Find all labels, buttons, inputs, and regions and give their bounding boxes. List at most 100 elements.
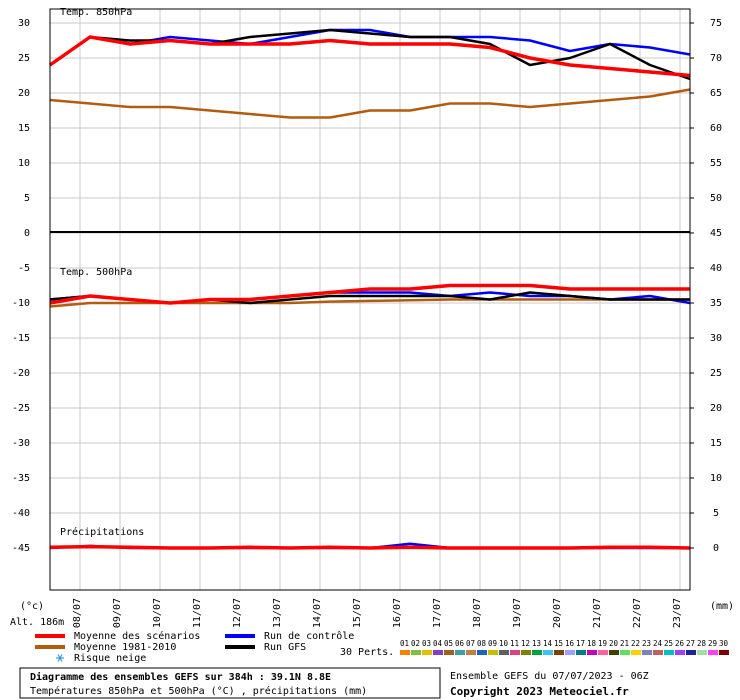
- x-tick-label: 11/07: [192, 598, 203, 628]
- legend-label: Moyenne des scénarios: [74, 630, 200, 642]
- x-tick-label: 12/07: [232, 598, 243, 628]
- legend-label: Moyenne 1981-2010: [74, 642, 176, 653]
- y-axis-unit: (°c): [20, 601, 44, 612]
- y-tick-label: -5: [18, 263, 30, 274]
- member-swatch: [521, 650, 531, 655]
- member-swatch: [411, 650, 421, 655]
- member-label: 13: [532, 639, 541, 648]
- member-label: 11: [510, 639, 519, 648]
- member-swatch: [631, 650, 641, 655]
- x-tick-label: 20/07: [552, 598, 563, 628]
- x-tick-label: 22/07: [632, 598, 643, 628]
- y2-tick-label: 60: [710, 123, 722, 134]
- member-swatch: [609, 650, 619, 655]
- member-swatch: [708, 650, 718, 655]
- legend-label: Run GFS: [264, 642, 306, 653]
- x-tick-label: 19/07: [512, 598, 523, 628]
- y2-tick-label: 20: [710, 403, 722, 414]
- member-label: 21: [620, 639, 629, 648]
- y-tick-label: -40: [12, 508, 30, 519]
- y-tick-label: -45: [12, 543, 30, 554]
- member-swatch: [488, 650, 498, 655]
- y-tick-label: -35: [12, 473, 30, 484]
- x-tick-label: 08/07: [72, 598, 83, 628]
- x-tick-label: 17/07: [432, 598, 443, 628]
- member-swatch: [543, 650, 553, 655]
- y2-tick-label: 30: [710, 333, 722, 344]
- member-swatch: [477, 650, 487, 655]
- member-label: 09: [488, 639, 497, 648]
- member-swatch: [697, 650, 707, 655]
- member-label: 07: [466, 639, 475, 648]
- series-line: [49, 283, 690, 305]
- member-swatch: [587, 650, 597, 655]
- x-tick-label: 18/07: [472, 598, 483, 628]
- panel-label: Temp. 850hPa: [60, 7, 132, 18]
- member-label: 01: [400, 639, 409, 648]
- member-swatch: [598, 650, 608, 655]
- series-line: [49, 544, 691, 550]
- run-info: Ensemble GEFS du 07/07/2023 - 06Z: [450, 671, 649, 682]
- member-label: 14: [543, 639, 553, 648]
- series-line: [48, 35, 691, 78]
- member-swatch: [642, 650, 652, 655]
- y2-tick-label: 50: [710, 193, 722, 204]
- legend-label: Risque neige: [74, 653, 146, 664]
- member-swatch: [510, 650, 520, 655]
- member-label: 25: [664, 639, 673, 648]
- member-swatch: [400, 650, 410, 655]
- footer-title: Diagramme des ensembles GEFS sur 384h : …: [30, 671, 331, 683]
- member-label: 28: [697, 639, 707, 648]
- member-swatch: [466, 650, 476, 655]
- member-label: 29: [708, 639, 717, 648]
- y-tick-label: -10: [12, 298, 30, 309]
- plot-border: [49, 8, 691, 591]
- y-tick-label: 30: [18, 18, 30, 29]
- y2-tick-label: 55: [710, 158, 722, 169]
- y2-tick-label: 70: [710, 53, 722, 64]
- member-label: 17: [576, 639, 585, 648]
- member-swatch: [433, 650, 443, 655]
- member-label: 16: [565, 639, 575, 648]
- y-tick-label: 5: [24, 193, 30, 204]
- y2-tick-label: 65: [710, 88, 722, 99]
- member-label: 26: [675, 639, 685, 648]
- altitude: Alt. 186m: [10, 617, 64, 628]
- member-label: 30: [719, 639, 729, 648]
- y-tick-label: 10: [18, 158, 30, 169]
- member-swatch: [664, 650, 674, 655]
- member-swatch: [444, 650, 454, 655]
- member-label: 18: [587, 639, 597, 648]
- footer-subtitle: Températures 850hPa et 500hPa (°C) , pré…: [30, 685, 367, 697]
- member-swatch: [653, 650, 663, 655]
- member-swatch: [499, 650, 509, 655]
- y-tick-label: -30: [12, 438, 30, 449]
- series-line: [49, 88, 691, 119]
- y-tick-label: 25: [18, 53, 30, 64]
- member-label: 06: [455, 639, 465, 648]
- member-swatch: [565, 650, 575, 655]
- copyright: Copyright 2023 Meteociel.fr: [450, 685, 629, 698]
- panel-label: Temp. 500hPa: [60, 267, 132, 278]
- y-tick-label: -20: [12, 368, 30, 379]
- member-label: 23: [642, 639, 651, 648]
- y-tick-label: -25: [12, 403, 30, 414]
- member-label: 27: [686, 639, 695, 648]
- member-swatch: [620, 650, 630, 655]
- member-label: 05: [444, 639, 453, 648]
- member-swatch: [455, 650, 465, 655]
- member-swatch: [422, 650, 432, 655]
- member-label: 03: [422, 639, 431, 648]
- members-label: 30 Perts.: [340, 647, 394, 658]
- member-label: 20: [609, 639, 619, 648]
- member-swatch: [675, 650, 685, 655]
- member-label: 10: [499, 639, 509, 648]
- member-label: 02: [411, 639, 420, 648]
- y2-tick-label: 45: [710, 228, 722, 239]
- y2-axis-unit: (mm): [710, 601, 734, 612]
- member-label: 12: [521, 639, 530, 648]
- snow-icon: [56, 654, 64, 662]
- x-tick-label: 10/07: [152, 598, 163, 628]
